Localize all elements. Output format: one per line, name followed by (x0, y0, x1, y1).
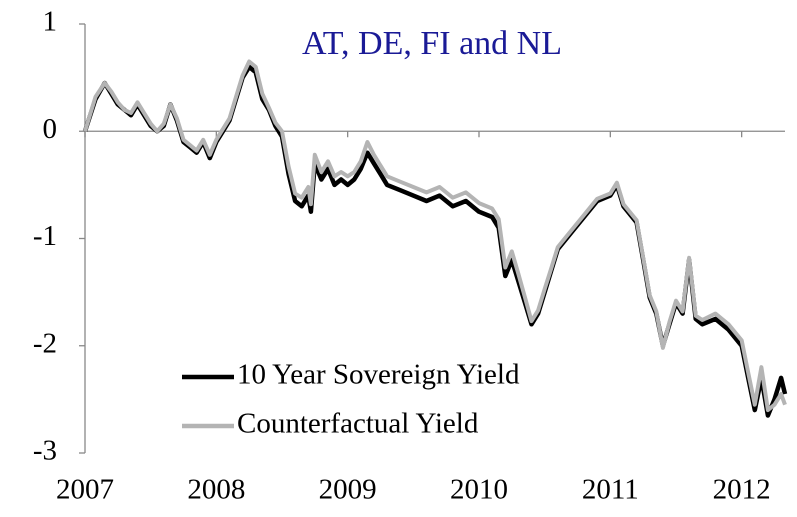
y-tick-label: -2 (33, 327, 57, 359)
x-tick-label: 2011 (582, 474, 639, 506)
y-tick-label: 0 (43, 113, 58, 145)
series-line (83, 59, 787, 413)
x-tick-label: 2010 (450, 474, 508, 506)
x-tick-label: 2012 (713, 474, 771, 506)
x-tick-label: 2007 (56, 474, 114, 506)
y-tick-label: 1 (43, 6, 58, 38)
x-tick-label: 2008 (187, 474, 245, 506)
legend-label: 10 Year Sovereign Yield (237, 359, 520, 391)
legend-label: Counterfactual Yield (237, 408, 479, 440)
x-tick-label: 2009 (319, 474, 377, 506)
chart-title: AT, DE, FI and NL (302, 25, 562, 62)
y-tick-label: -1 (33, 220, 57, 252)
y-tick-label: -3 (33, 435, 57, 467)
